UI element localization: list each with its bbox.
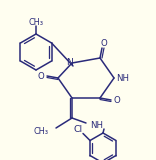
Text: N: N [67, 57, 73, 67]
Text: O: O [114, 96, 120, 104]
Text: O: O [38, 72, 44, 80]
Text: O: O [101, 39, 107, 48]
Text: Cl: Cl [73, 125, 83, 134]
Text: NH: NH [117, 73, 129, 83]
Text: CH₃: CH₃ [29, 17, 44, 27]
Text: NH: NH [90, 121, 103, 131]
Text: CH₃: CH₃ [33, 128, 48, 136]
